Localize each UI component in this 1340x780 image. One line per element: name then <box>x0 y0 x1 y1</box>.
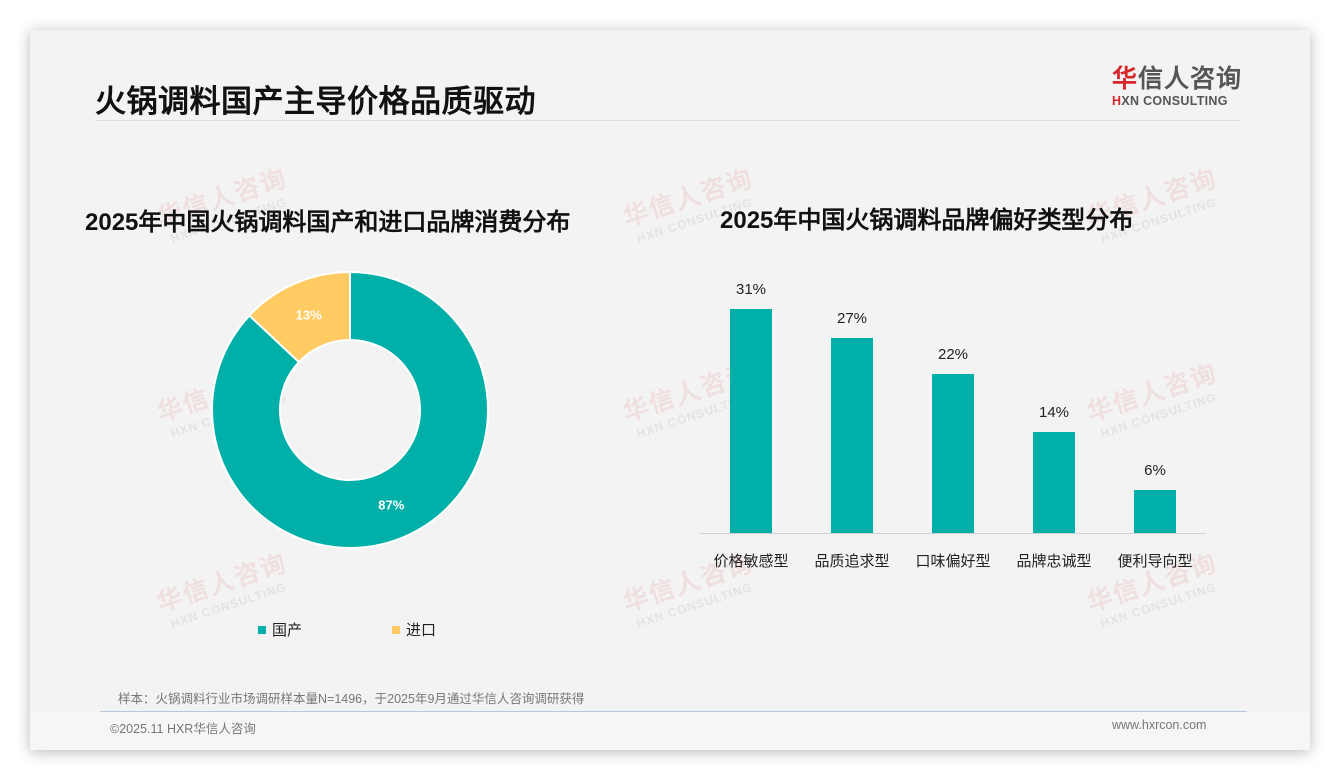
website-link[interactable]: www.hxrcon.com <box>1112 718 1207 732</box>
donut-label-domestic: 87% <box>378 497 405 513</box>
donut-slice-domestic <box>211 270 489 549</box>
source-note: 样本：火锅调料行业市场调研样本量N=1496，于2025年9月通过华信人咨询调研… <box>118 692 585 706</box>
bar-value-label: 14% <box>1038 403 1070 421</box>
logo-en-mark: H <box>1112 94 1122 108</box>
logo-en: HXN CONSULTING <box>1112 94 1242 108</box>
bar <box>932 374 974 533</box>
x-axis-line <box>700 533 1206 534</box>
donut-slice-imported <box>247 270 351 364</box>
logo-cn-red: 华 <box>1112 65 1139 93</box>
bar-value-label: 6% <box>1144 461 1166 479</box>
donut-label-imported: 13% <box>295 307 322 323</box>
footer-band <box>30 712 1310 750</box>
bar <box>831 337 873 533</box>
bar-category-label: 品质追求型 <box>814 553 890 570</box>
brand-logo: 华信人咨询 HXN CONSULTING <box>1112 64 1242 108</box>
legend-item-imported: 进口 <box>392 619 436 640</box>
logo-cn: 华信人咨询 <box>1112 64 1242 94</box>
legend-label: 国产 <box>272 622 303 639</box>
donut-chart <box>211 270 489 549</box>
bar-category-label: 口味偏好型 <box>915 553 991 570</box>
slide: 火锅调料国产主导价格品质驱动 华信人咨询 HXN CONSULTING 华信人咨… <box>30 30 1310 750</box>
legend-label: 进口 <box>406 622 437 639</box>
footer-divider <box>100 711 1247 712</box>
bar-category-label: 品牌忠诚型 <box>1016 553 1092 570</box>
bar <box>1033 431 1075 533</box>
bar <box>730 309 772 533</box>
bar-category-label: 便利导向型 <box>1117 553 1193 570</box>
bar <box>1134 489 1176 533</box>
bar-category-label: 价格敏感型 <box>713 553 789 570</box>
donut-chart-title: 2025年中国火锅调料国产和进口品牌消费分布 <box>85 209 571 236</box>
bar-value-label: 27% <box>836 309 868 327</box>
legend-item-domestic: 国产 <box>258 619 302 640</box>
bar-chart-title: 2025年中国火锅调料品牌偏好类型分布 <box>720 207 1134 234</box>
header-divider <box>95 120 1240 121</box>
bar-value-label: 31% <box>735 281 767 298</box>
logo-en-rest: XN CONSULTING <box>1121 94 1228 108</box>
copyright: ©2025.11 HXR华信人咨询 <box>110 722 256 736</box>
logo-cn-rest: 信人咨询 <box>1138 65 1243 93</box>
legend-swatch-domestic <box>258 625 266 634</box>
legend-swatch-imported <box>392 625 400 634</box>
bar-value-label: 22% <box>937 346 969 364</box>
page-title: 火锅调料国产主导价格品质驱动 <box>95 84 536 119</box>
